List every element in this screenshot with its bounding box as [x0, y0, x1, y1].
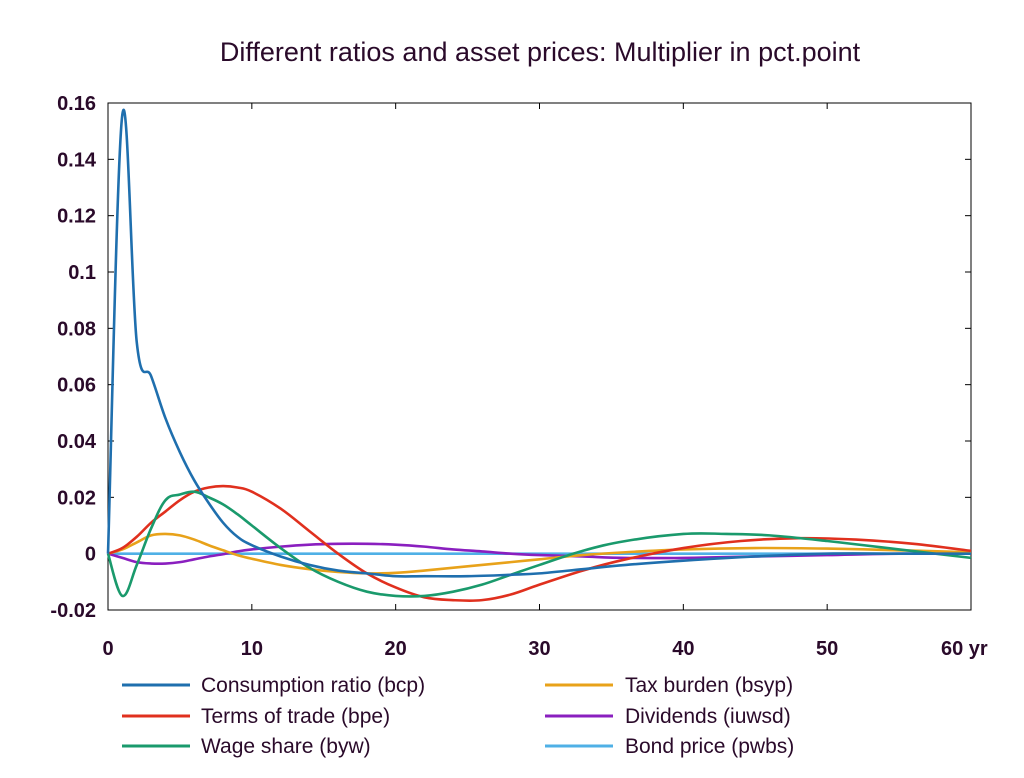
y-tick-label: 0.04: [57, 431, 97, 453]
legend-item-consumption-ratio-bcp: Consumption ratio (bcp): [122, 674, 425, 697]
y-tick-label: 0.12: [57, 206, 96, 228]
legend-item-bond-price-pwbs: Bond price (pwbs): [545, 735, 794, 758]
legend-label: Bond price (pwbs): [625, 735, 794, 758]
legend: Consumption ratio (bcp) Terms of trade (b…: [122, 674, 794, 758]
y-tick-label: 0.02: [57, 487, 96, 509]
legend-label: Wage share (byw): [201, 735, 371, 758]
x-tick-label: 0: [102, 638, 113, 660]
legend-label: Terms of trade (bpe): [201, 705, 390, 728]
chart-title: Different ratios and asset prices: Multi…: [220, 37, 861, 67]
x-tick-label: 40: [672, 638, 694, 660]
legend-item-tax-burden-bsyp: Tax burden (bsyp): [545, 674, 793, 697]
legend-item-terms-of-trade-bpe: Terms of trade (bpe): [122, 705, 390, 728]
x-tick-label: 20: [385, 638, 407, 660]
y-tick-label: 0.1: [68, 262, 96, 284]
legend-label: Consumption ratio (bcp): [201, 674, 425, 697]
y-tick-label: -0.02: [50, 600, 96, 622]
series-lines: [106, 108, 972, 603]
y-tick-label: 0.14: [57, 149, 97, 171]
legend-item-wage-share-byw: Wage share (byw): [122, 735, 371, 758]
y-tick-label: 0: [85, 544, 96, 566]
x-tick-label: 60 yr: [941, 638, 988, 660]
y-tick-label: 0.06: [57, 375, 96, 397]
series-line-wage-share-byw: [106, 490, 972, 598]
legend-label: Tax burden (bsyp): [625, 674, 793, 697]
x-tick-label: 30: [528, 638, 550, 660]
x-tick-label: 50: [816, 638, 838, 660]
y-tick-label: 0.08: [57, 318, 96, 340]
x-tick-label: 10: [241, 638, 263, 660]
plot-frame: [107, 102, 972, 611]
series-line-dividends-iuwsd: [107, 542, 972, 566]
legend-item-dividends-iuwsd: Dividends (iuwsd): [545, 705, 791, 728]
y-tick-label: 0.16: [57, 93, 96, 115]
series-line-consumption-ratio-bcp: [106, 108, 971, 578]
legend-label: Dividends (iuwsd): [625, 705, 791, 728]
